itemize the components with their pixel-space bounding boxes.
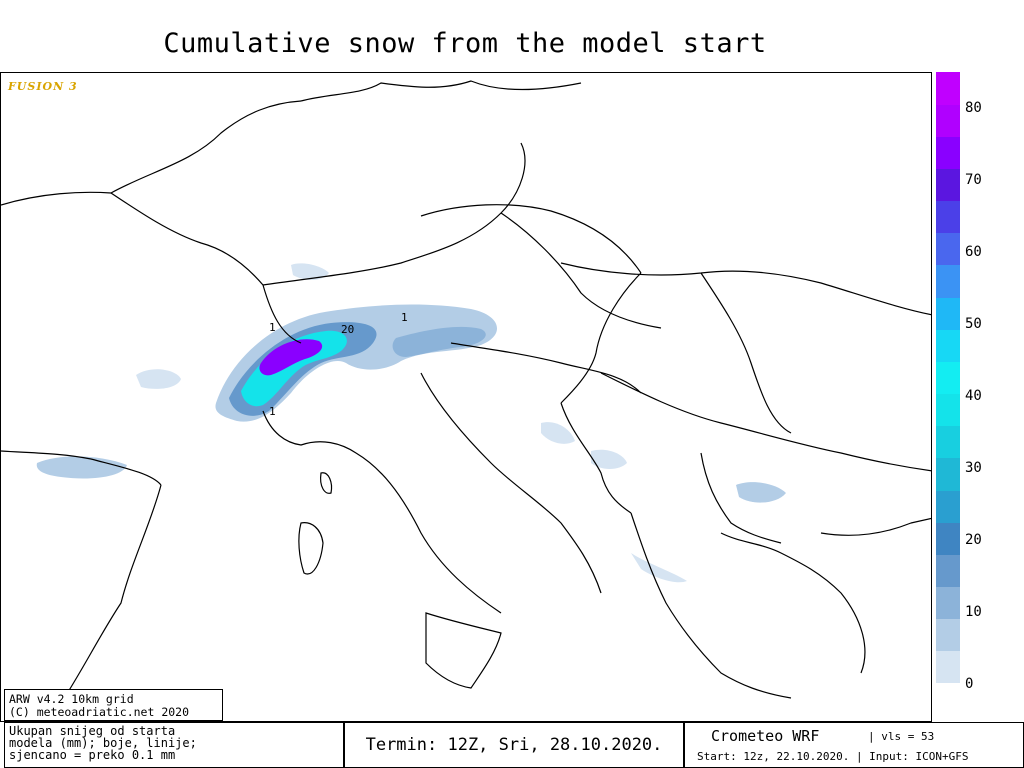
map-canvas: 1 20 1 1 (1, 80, 931, 704)
snow-map: 1 20 1 1 (0, 72, 932, 722)
description-line: Ukupan snijeg od starta (9, 724, 176, 738)
legend-color-step (936, 297, 960, 330)
model-info-box: ARW v4.2 10km grid (C) meteoadriatic.net… (4, 689, 223, 721)
legend-tick-label: 60 (965, 244, 982, 260)
contour-label: 20 (341, 323, 354, 336)
snow-shading (36, 263, 786, 583)
model-info-line: ARW v4.2 10km grid (9, 692, 134, 706)
legend-tick-label: 50 (965, 316, 982, 332)
description-line: modela (mm); boje, linije; (9, 736, 197, 750)
legend-color-step (936, 136, 960, 169)
legend-color-step (936, 361, 960, 395)
footer-termin: Termin: 12Z, Sri, 28.10.2020. (344, 722, 684, 768)
contour-labels: 1 20 1 1 (269, 311, 408, 418)
legend-color-step (936, 650, 960, 684)
legend-tick-label: 30 (965, 460, 982, 476)
legend-color-step (936, 457, 960, 491)
legend-tick-label: 10 (965, 604, 982, 620)
legend-tick-label: 70 (965, 172, 982, 188)
legend-color-step (936, 104, 960, 137)
footer-model-info: Crometeo WRF | vls = 53 Start: 12z, 22.1… (684, 722, 1024, 768)
legend-color-step (936, 329, 960, 362)
contour-label: 1 (269, 405, 276, 418)
fusion-logo: FUSION 3 (8, 80, 78, 93)
legend-tick-label: 0 (965, 676, 974, 692)
legend-color-step (936, 168, 960, 202)
legend-tick-label: 20 (965, 532, 982, 548)
legend-color-step (936, 425, 960, 459)
legend-color-step (936, 490, 960, 523)
legend-color-step (936, 586, 960, 620)
termin-text: Termin: 12Z, Sri, 28.10.2020. (365, 735, 663, 755)
vls-text: | vls = 53 (868, 730, 935, 743)
legend-color-step (936, 393, 960, 427)
legend-color-step (936, 232, 960, 266)
brand-text: Crometeo WRF (711, 727, 820, 745)
legend-color-step (936, 72, 960, 105)
legend-color-step (936, 264, 960, 298)
legend-colorbar (936, 72, 960, 684)
contour-label: 1 (401, 311, 408, 324)
legend-color-step (936, 554, 960, 588)
footer-description: Ukupan snijeg od starta modela (mm); boj… (4, 722, 344, 768)
description-line: sjencano = preko 0.1 mm (9, 748, 176, 762)
start-text: Start: 12z, 22.10.2020. | Input: ICON+GF… (697, 750, 969, 763)
borders (1, 80, 931, 704)
legend-tick-label: 40 (965, 388, 982, 404)
legend-color-step (936, 200, 960, 234)
legend-color-step (936, 522, 960, 555)
footer: Ukupan snijeg od starta modela (mm); boj… (0, 722, 1024, 768)
legend-color-step (936, 618, 960, 652)
legend-tick-label: 80 (965, 100, 982, 116)
model-info-line: (C) meteoadriatic.net 2020 (9, 705, 190, 719)
contour-label: 1 (269, 321, 276, 334)
chart-title: Cumulative snow from the model start (163, 28, 767, 59)
